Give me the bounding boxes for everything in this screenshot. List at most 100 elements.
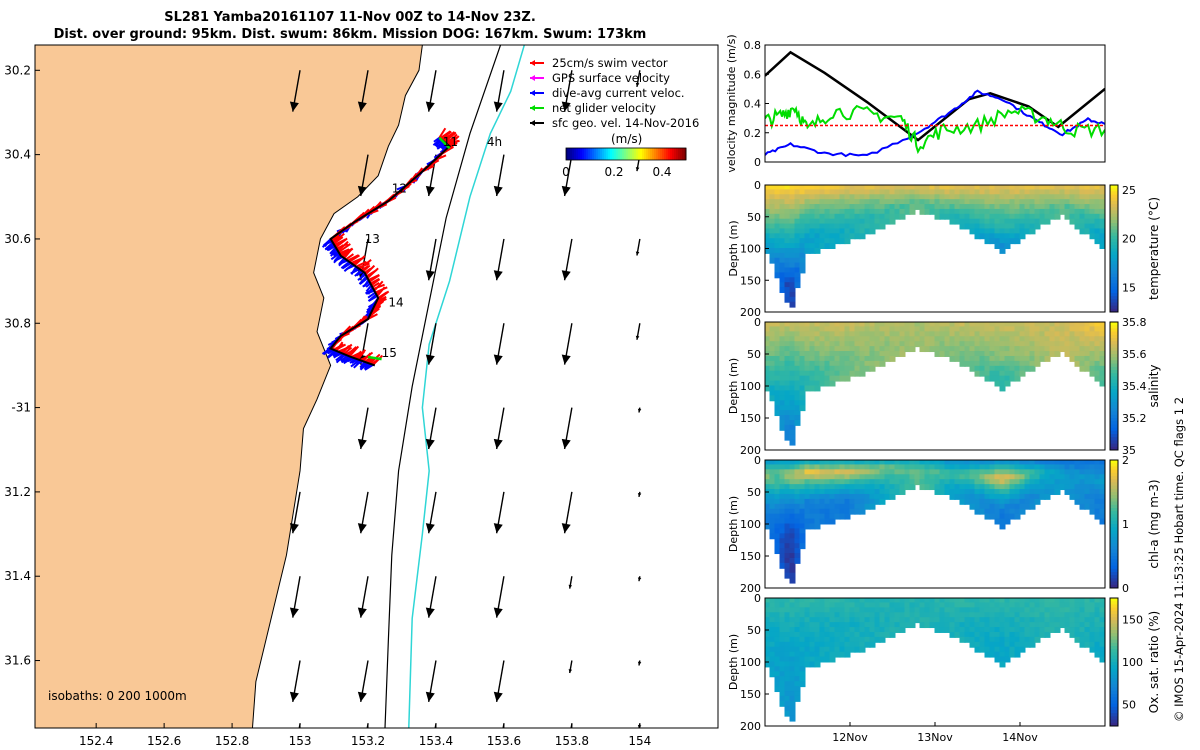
heatmap-cell	[874, 199, 881, 206]
heatmap-cell	[829, 341, 836, 348]
heatmap-cell	[939, 346, 946, 353]
heatmap-cell	[794, 213, 801, 220]
heatmap-cell	[1004, 631, 1011, 638]
heatmap-cell	[784, 513, 791, 520]
heatmap-cell	[779, 513, 786, 520]
heatmap-cell	[869, 218, 876, 225]
heatmap-cell	[899, 607, 906, 614]
heatmap-cell	[769, 513, 776, 520]
heatmap-cell	[824, 518, 831, 525]
velocity-y-tick-label: 0	[754, 156, 761, 169]
colorbar-segment	[1110, 546, 1118, 551]
heatmap-cell	[1029, 503, 1036, 510]
heatmap-cell	[794, 252, 801, 259]
heatmap-cell	[1004, 204, 1011, 210]
heatmap-cell	[1094, 508, 1101, 515]
heatmap-cell	[794, 513, 801, 520]
swim-vector	[445, 133, 458, 145]
heatmap-cell	[839, 213, 846, 220]
colorbar-segment	[662, 148, 665, 160]
heatmap-cell	[879, 607, 886, 614]
heatmap-cell	[769, 661, 776, 668]
heatmap-cell	[969, 365, 976, 372]
heatmap-cell	[779, 474, 786, 481]
heatmap-cell	[949, 479, 956, 486]
heatmap-cell	[1034, 607, 1041, 614]
heatmap-cell	[859, 508, 866, 515]
heatmap-cell	[794, 194, 801, 201]
heatmap-cell	[829, 474, 836, 481]
heatmap-cell	[994, 612, 1001, 619]
heatmap-cell	[979, 641, 986, 648]
heatmap-cell	[834, 223, 841, 230]
heatmap-cell	[994, 208, 1001, 215]
heatmap-cell	[769, 385, 776, 392]
heatmap-cell	[809, 612, 816, 619]
heatmap-cell	[819, 243, 826, 249]
heatmap-cell	[1034, 331, 1041, 338]
heatmap-cell	[984, 641, 991, 648]
heatmap-cell	[779, 636, 786, 643]
heatmap-cell	[924, 479, 931, 486]
heatmap-cell	[1064, 346, 1071, 353]
colorbar-tick-label: 25	[1122, 184, 1136, 197]
heatmap-cell	[1084, 641, 1091, 648]
heatmap-cell	[974, 336, 981, 343]
heatmap-cell	[979, 479, 986, 486]
colorbar-segment	[668, 148, 671, 160]
heatmap-cell	[999, 523, 1006, 530]
heatmap-cell	[924, 208, 931, 215]
dive-avg-current-vector	[359, 277, 369, 285]
heatmap-cell	[884, 602, 891, 609]
time-x-tick-label: 12Nov	[832, 731, 868, 744]
heatmap-cell	[979, 360, 986, 367]
heatmap-cell	[1064, 489, 1071, 495]
heatmap-cell	[774, 380, 781, 387]
heatmap-cell	[1009, 469, 1016, 476]
heatmap-cell	[859, 602, 866, 609]
heatmap-cell	[989, 513, 996, 520]
heatmap-cell	[1034, 208, 1041, 215]
heatmap-cell	[829, 380, 836, 387]
heatmap-cell	[789, 622, 796, 629]
heatmap-cell	[1029, 355, 1036, 362]
heatmap-cell	[1034, 341, 1041, 348]
heatmap-cell	[834, 469, 841, 476]
heatmap-cell	[1059, 464, 1066, 471]
colorbar-segment	[1110, 517, 1118, 522]
heatmap-cell	[864, 208, 871, 215]
heatmap-cell	[904, 464, 911, 471]
heatmap-cell	[1044, 341, 1051, 348]
heatmap-cell	[834, 474, 841, 481]
heatmap-cell	[809, 208, 816, 215]
heatmap-cell	[774, 681, 781, 688]
heatmap-cell	[869, 469, 876, 476]
heatmap-cell	[874, 218, 881, 225]
heatmap-cell	[765, 469, 771, 476]
heatmap-cell	[809, 489, 816, 495]
colorbar-segment	[642, 148, 645, 160]
heatmap-cell	[804, 503, 811, 510]
time-x-tick-label: 13Nov	[917, 731, 953, 744]
heatmap-cell	[879, 598, 886, 604]
heatmap-cell	[859, 228, 866, 235]
heatmap-cell	[824, 370, 831, 377]
heatmap-cell	[1014, 189, 1021, 196]
heatmap-cell	[1014, 351, 1021, 357]
heatmap-cell	[1004, 360, 1011, 367]
heatmap-cell	[794, 380, 801, 387]
heatmap-cell	[769, 218, 776, 225]
heatmap-cell	[829, 204, 836, 210]
heatmap-cell	[1044, 208, 1051, 215]
heatmap-cell	[1024, 355, 1031, 362]
heatmap-cell	[1089, 617, 1096, 624]
heatmap-cell	[1014, 208, 1021, 215]
colorbar-segment	[594, 148, 597, 160]
heatmap-cell	[799, 528, 806, 535]
heatmap-cell	[899, 460, 906, 466]
heatmap-cell	[1014, 508, 1021, 515]
heatmap-cell	[774, 646, 781, 653]
heatmap-cell	[784, 538, 791, 545]
heatmap-cell	[849, 370, 856, 377]
heatmap-cell	[959, 331, 966, 338]
